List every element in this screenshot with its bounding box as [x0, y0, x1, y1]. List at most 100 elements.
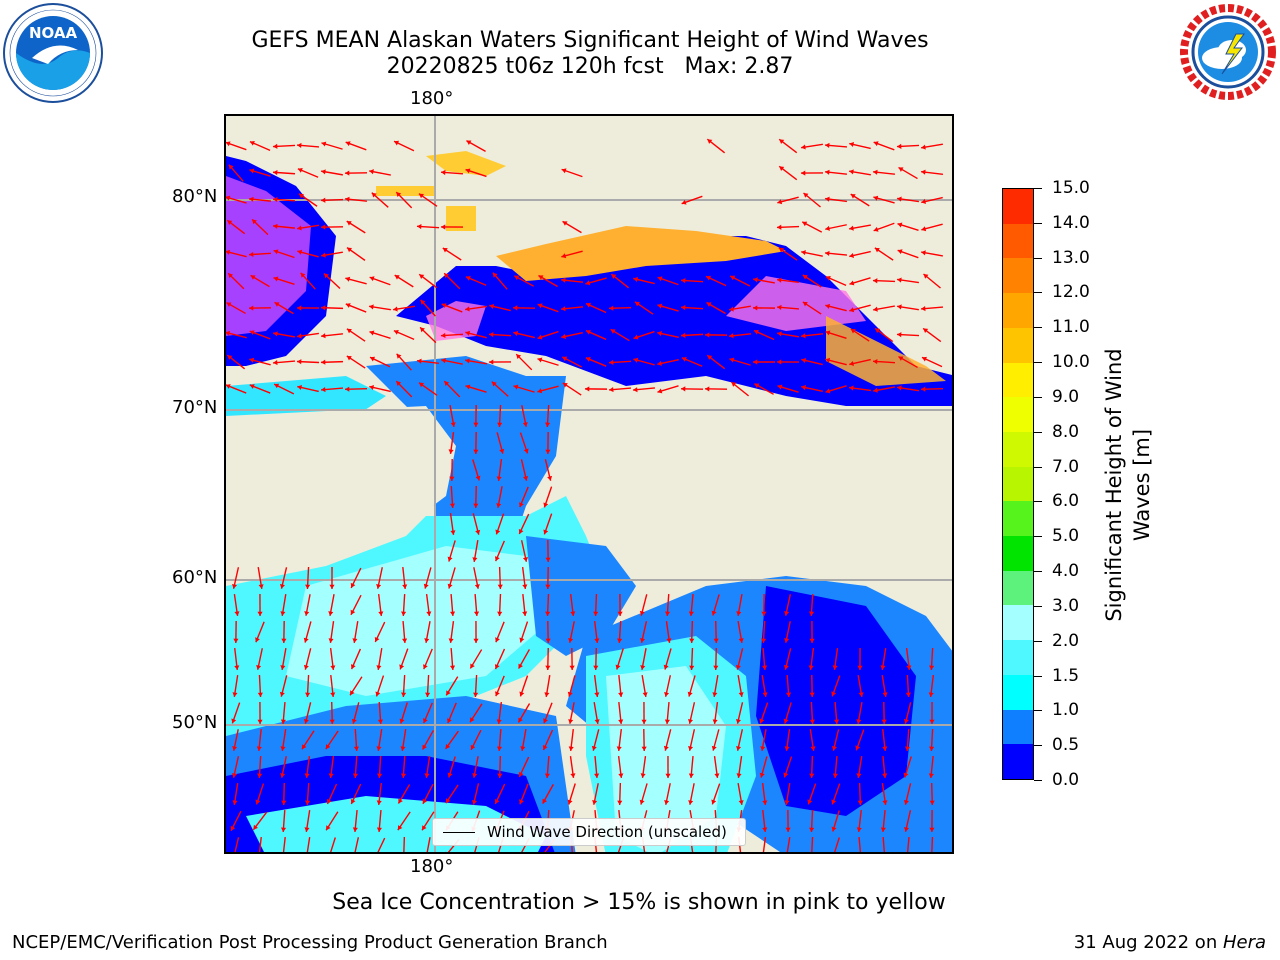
wave-direction-arrowhead — [779, 139, 785, 144]
wave-direction-arrowhead — [393, 329, 399, 335]
wave-direction-arrowhead — [303, 637, 309, 643]
wave-direction-arrowhead — [801, 357, 807, 363]
colorbar-tick-label: 5.0 — [1052, 526, 1080, 547]
wave-direction-arrow — [833, 837, 840, 852]
wave-direction-arrowhead — [929, 719, 935, 724]
wave-direction-arrowhead — [418, 193, 424, 199]
wave-direction-arrowhead — [611, 274, 617, 279]
wave-direction-arrowhead — [544, 692, 550, 697]
wave-direction-arrowhead — [543, 718, 548, 724]
wave-direction-arrowhead — [328, 611, 334, 616]
colorbar-segment — [1003, 570, 1033, 606]
wave-direction-arrowhead — [585, 357, 591, 362]
wave-direction-arrowhead — [396, 353, 402, 359]
wave-direction-arrowhead — [657, 388, 663, 394]
wave-direction-arrowhead — [273, 249, 279, 255]
colorbar-segment — [1003, 709, 1033, 745]
wave-direction-arrowhead — [639, 799, 645, 805]
wave-direction-arrowhead — [617, 638, 623, 643]
wave-direction-arrowhead — [594, 692, 600, 697]
wave-direction-arrowhead — [561, 253, 567, 259]
wave-direction-arrowhead — [681, 199, 687, 205]
wave-direction-arrowhead — [897, 249, 903, 255]
wave-direction-arrowhead — [396, 192, 402, 198]
wave-direction-arrowhead — [444, 381, 450, 387]
wave-direction-arrowhead — [377, 773, 383, 778]
wave-direction-arrowhead — [470, 744, 476, 750]
wave-direction-arrowhead — [921, 144, 926, 150]
wave-direction-arrowhead — [537, 334, 543, 340]
wave-direction-arrowhead — [401, 611, 407, 616]
wave-direction-arrowhead — [593, 665, 599, 670]
wave-direction-arrowhead — [280, 719, 286, 724]
wave-direction-arrowhead — [518, 663, 523, 669]
wave-direction-arrowhead — [665, 773, 671, 778]
wave-direction-arrowhead — [465, 276, 471, 281]
wave-direction-arrowhead — [321, 359, 326, 365]
wave-direction-arrowhead — [273, 359, 278, 366]
wave-direction-arrowhead — [808, 611, 815, 616]
wave-direction-arrowhead — [569, 665, 575, 670]
wave-direction-arrowhead — [321, 252, 326, 258]
colorbar-tick-mark — [1034, 605, 1042, 607]
wave-direction-arrowhead — [616, 746, 622, 751]
wave-direction-arrowhead — [425, 692, 431, 697]
wave-direction-arrowhead — [849, 225, 854, 231]
wave-direction-arrowhead — [258, 584, 264, 589]
wave-direction-arrowhead — [420, 327, 425, 333]
wave-direction-arrowhead — [593, 611, 599, 616]
wave-direction-arrowhead — [736, 746, 742, 751]
wave-direction-arrowhead — [329, 584, 335, 589]
colorbar-segment — [1003, 501, 1033, 537]
wave-direction-arrowhead — [681, 386, 686, 392]
wave-direction-arrowhead — [423, 664, 428, 670]
wave-direction-arrowhead — [570, 773, 576, 778]
wave-direction-arrowhead — [465, 306, 470, 312]
wave-direction-arrowhead — [422, 744, 427, 750]
wave-direction-arrowhead — [657, 331, 662, 337]
wave-direction-arrowhead — [352, 638, 358, 643]
wave-direction-arrowhead — [226, 384, 231, 389]
wave-direction-arrowhead — [663, 745, 669, 751]
wave-direction-arrowhead — [568, 638, 574, 643]
wave-direction-arrowhead — [831, 799, 837, 805]
wave-direction-arrowhead — [929, 665, 935, 670]
wave-direction-arrowhead — [226, 195, 231, 201]
wave-direction-arrowhead — [232, 772, 238, 778]
wave-direction-arrowhead — [688, 611, 694, 616]
wave-direction-arrowhead — [880, 827, 886, 832]
wave-direction-arrowhead — [802, 301, 808, 307]
wave-direction-arrowhead — [514, 275, 520, 281]
wave-direction-arrowhead — [562, 356, 568, 362]
wave-direction-arrowhead — [729, 357, 735, 363]
colorbar-tick-label: 14.0 — [1052, 212, 1090, 233]
wave-direction-arrowhead — [777, 304, 782, 310]
wave-direction-arrow — [258, 836, 262, 852]
wave-direction-arrowhead — [280, 611, 286, 616]
wave-direction-arrowhead — [738, 800, 744, 805]
wave-direction-arrowhead — [447, 772, 453, 778]
colorbar-tick-mark — [1034, 257, 1042, 259]
wave-direction-arrowhead — [825, 388, 831, 394]
wave-direction-arrowhead — [714, 773, 720, 778]
wave-direction-arrowhead — [545, 449, 551, 454]
map-legend: Wind Wave Direction (unscaled) — [432, 818, 746, 846]
wave-direction-arrowhead — [377, 719, 384, 724]
wave-direction-arrowhead — [321, 197, 326, 203]
wave-direction-arrowhead — [810, 746, 816, 751]
wave-direction-arrowhead — [609, 387, 614, 393]
wave-direction-arrowhead — [706, 302, 712, 307]
colorbar-segment — [1003, 397, 1033, 432]
wave-direction-arrowhead — [375, 853, 380, 854]
wave-direction-arrowhead — [849, 385, 854, 391]
wave-direction-arrowhead — [881, 719, 887, 724]
wave-direction-arrowhead — [729, 306, 734, 312]
wave-direction-arrowhead — [663, 664, 669, 670]
wave-direction-arrowhead — [447, 556, 453, 562]
wave-direction-arrowhead — [473, 422, 479, 427]
wave-direction-arrowhead — [537, 357, 543, 363]
wave-direction-arrowhead — [753, 359, 758, 365]
wave-direction-arrowhead — [398, 798, 403, 804]
wave-direction-arrowhead — [496, 503, 502, 508]
wave-direction-arrowhead — [897, 277, 902, 283]
